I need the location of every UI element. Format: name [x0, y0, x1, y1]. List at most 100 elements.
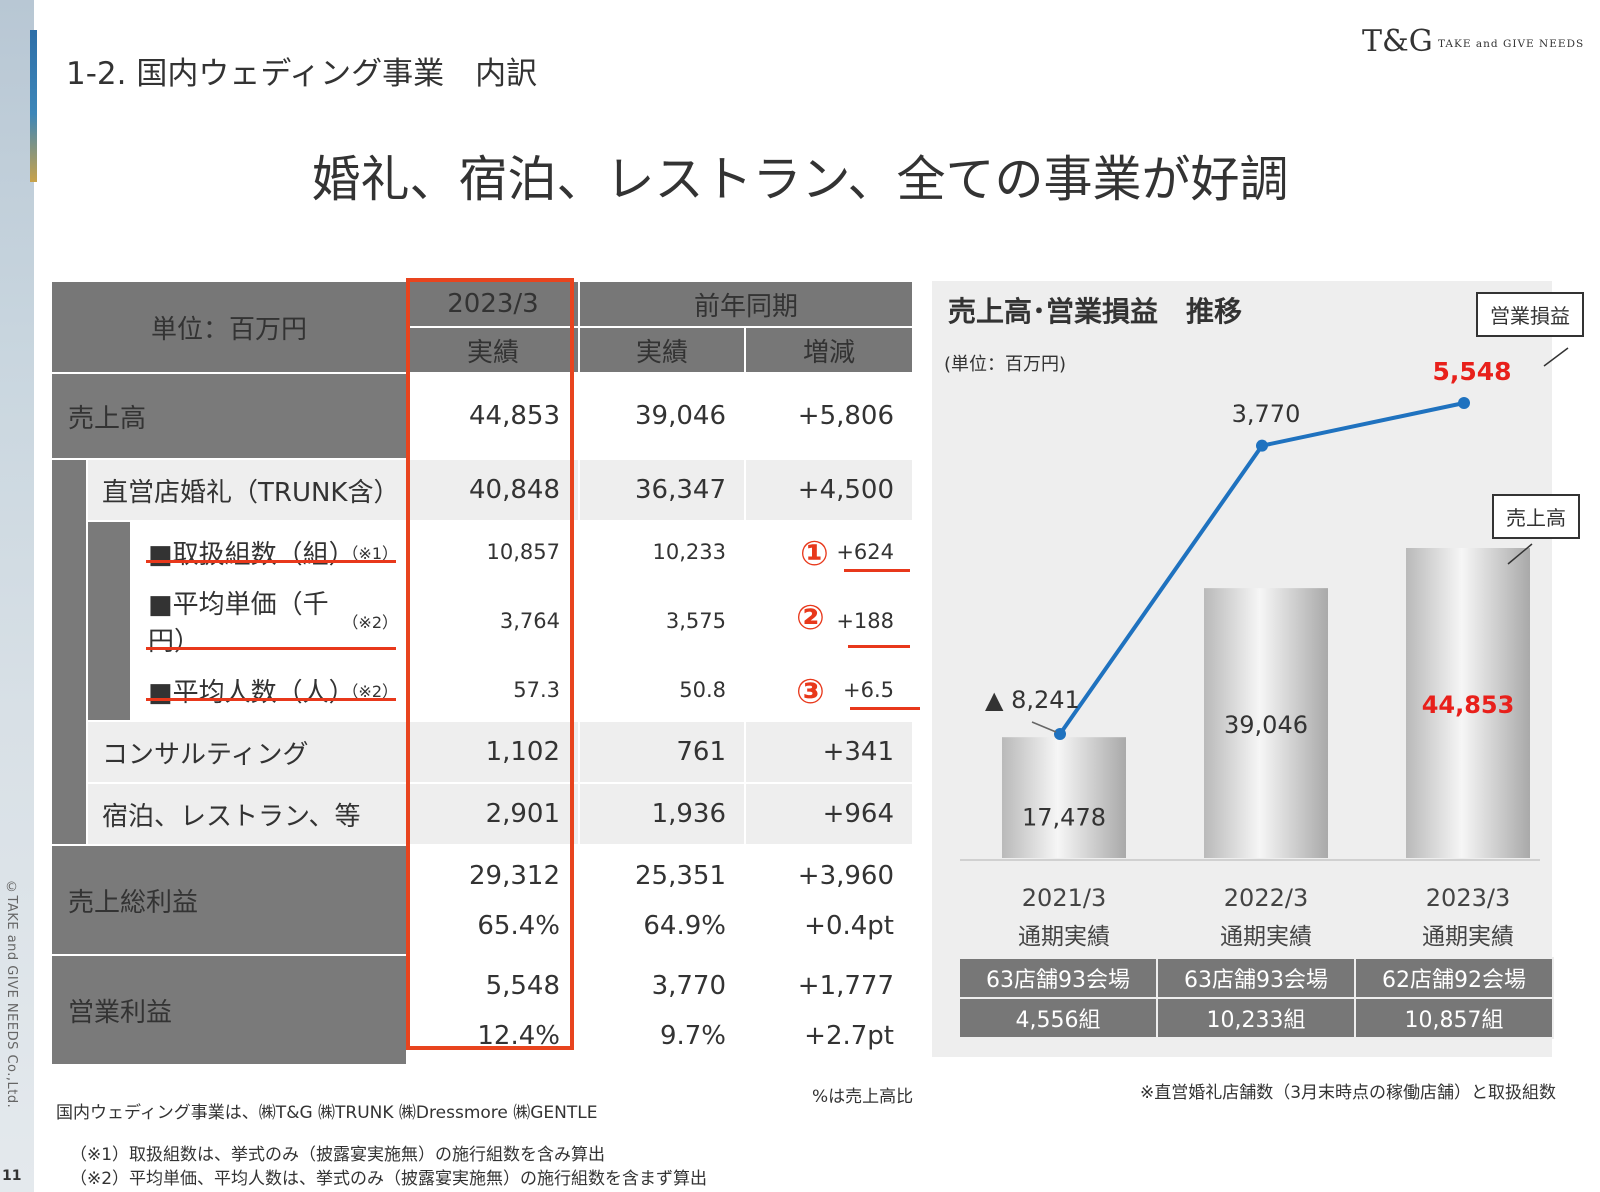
underline-avg-price — [146, 647, 396, 650]
avg-guests-change: +6.5 — [843, 678, 894, 702]
row-couples: ■取扱組数（組） （※1） — [130, 520, 408, 584]
legend-leader-operating-profit — [1543, 347, 1569, 367]
table-row: 直営店婚礼（TRUNK含） 40,848 36,347 +4,500 — [50, 458, 914, 846]
direct-wedding-prev: 36,347 — [578, 458, 746, 522]
underline-couples — [146, 559, 396, 563]
company-logo: T&G — [1362, 24, 1433, 59]
hotel-change: +964 — [744, 782, 914, 846]
avg-price-prev: 3,575 — [578, 582, 746, 660]
line-point-2023/3 — [1458, 397, 1470, 409]
avg-guests-prev: 50.8 — [578, 658, 746, 722]
row-group-gutter — [50, 458, 88, 846]
row-label-direct-wedding: 直営店婚礼（TRUNK含） — [86, 458, 408, 522]
x-tick-sublabel-2021/3: 通期実績 — [1018, 924, 1110, 950]
gross-profit-change-pct: +0.4pt — [804, 911, 894, 941]
row-label-couples: ■取扱組数（組） — [148, 539, 355, 570]
operating-profit-prev-cell: 3,770 9.7% — [578, 954, 746, 1066]
table-row: コンサルティング 1,102 761 +341 — [51, 720, 914, 784]
underline-avg-guests-change — [850, 707, 920, 710]
line-point-2021/3 — [1054, 728, 1066, 740]
direct-wedding-current: 40,848 — [406, 458, 580, 522]
row-label-operating-profit: 営業利益 — [50, 954, 408, 1066]
gross-profit-change: +3,960 — [797, 861, 894, 891]
couple-count-2021: 4,556組 — [958, 997, 1158, 1039]
row-label-gross-profit: 売上総利益 — [50, 844, 408, 956]
row-label-sales: 売上高 — [50, 372, 408, 460]
marker-2: ② — [796, 598, 825, 638]
row-subgroup-gutter — [86, 520, 132, 722]
bar-label-2021/3: 17,478 — [1022, 804, 1106, 832]
row-avg-price: ■平均単価（千円） （※2） — [130, 582, 408, 660]
couples-prev: 10,233 — [578, 520, 746, 584]
bar-label-2022/3: 39,046 — [1224, 711, 1308, 739]
x-tick-sublabel-2022/3: 通期実績 — [1220, 924, 1312, 950]
sales-current: 44,853 — [406, 372, 580, 460]
table-row: 売上高 44,853 39,046 +5,806 — [50, 372, 914, 460]
unit-label: 単位：百万円 — [50, 280, 408, 374]
direct-wedding-change: +4,500 — [744, 458, 914, 522]
underline-avg-guests — [146, 697, 396, 701]
x-tick-label-2021/3: 2021/3 — [1022, 884, 1106, 912]
store-count-2023: 62店舗92会場 — [1354, 957, 1554, 999]
avg-price-current: 3,764 — [406, 582, 580, 660]
row-note-avg-price: （※2） — [342, 613, 398, 632]
copyright: ©TAKE and GIVE NEEDS Co.,Ltd. — [4, 880, 19, 1109]
header-prev-group: 前年同期 — [578, 280, 914, 328]
line-point-2022/3 — [1256, 439, 1268, 452]
table-row: 宿泊、レストラン、等 2,901 1,936 +964 — [51, 782, 914, 846]
couple-count-2023: 10,857組 — [1354, 997, 1554, 1039]
footnote-companies: 国内ウェディング事業は、㈱T&G ㈱TRUNK ㈱Dressmore ㈱GENT… — [56, 1103, 598, 1123]
line-label-2022/3: 3,770 — [1232, 400, 1301, 428]
bar-label-2023/3: 44,853 — [1422, 691, 1515, 719]
table-row: ■取扱組数（組） （※1） 10,857 10,233 ① +624 — [51, 520, 914, 722]
couples-change: +624 — [836, 540, 894, 564]
page-headline: 婚礼、宿泊、レストラン、全ての事業が好調 — [311, 151, 1289, 208]
marker-1: ① — [800, 534, 829, 574]
gross-profit-prev-cell: 25,351 64.9% — [578, 844, 746, 956]
current-year-highlight-box — [406, 278, 574, 1050]
table-row: 営業利益 5,548 12.4% 3,770 9.7% +1,777 +2.7p… — [50, 954, 914, 1066]
hotel-prev: 1,936 — [578, 782, 746, 846]
chart-unit: (単位：百万円) — [944, 354, 1067, 375]
company-logo-text: TAKE and GIVE NEEDS — [1438, 38, 1585, 50]
hotel-current: 2,901 — [406, 782, 580, 846]
underline-couples-change — [844, 569, 910, 572]
header-change: 増減 — [744, 326, 914, 374]
bar-2022/3 — [1204, 588, 1328, 858]
gross-profit-change-cell: +3,960 +0.4pt — [744, 844, 914, 956]
table-row: ■平均単価（千円） （※2） 3,764 3,575 ② +188 — [51, 582, 914, 660]
bar-2023/3 — [1406, 548, 1530, 858]
gross-profit-current-pct: 65.4% — [477, 911, 560, 941]
bar-2021/3 — [1002, 737, 1126, 858]
line-label-2021/3: ▲ 8,241 — [985, 686, 1080, 714]
couples-change-cell: ① +624 — [744, 520, 914, 584]
gross-profit-prev: 25,351 — [635, 861, 726, 891]
x-tick-label-2022/3: 2022/3 — [1224, 884, 1308, 912]
operating-profit-prev-pct: 9.7% — [659, 1021, 726, 1051]
store-count-2022: 63店舗93会場 — [1156, 957, 1356, 999]
operating-profit-change: +1,777 — [797, 971, 894, 1001]
consulting-change: +341 — [744, 720, 914, 784]
section-title: 1-2. 国内ウェディング事業 内訳 — [66, 56, 538, 92]
avg-guests-change-cell: ③ +6.5 — [744, 658, 920, 722]
row-label-avg-price: ■平均単価（千円） — [148, 590, 329, 657]
consulting-current: 1,102 — [406, 720, 580, 784]
underline-avg-price-change — [848, 645, 910, 648]
header-prev-actual: 実績 — [578, 326, 746, 374]
avg-price-change-cell: ② +188 — [744, 582, 914, 660]
couples-current: 10,857 — [406, 520, 580, 584]
legend-operating-profit: 営業損益 — [1476, 292, 1584, 337]
store-count-2021: 63店舗93会場 — [958, 957, 1158, 999]
gross-profit-current: 29,312 — [469, 861, 560, 891]
consulting-prev: 761 — [578, 720, 746, 784]
x-tick-sublabel-2023/3: 通期実績 — [1422, 924, 1514, 950]
legend-leader-sales — [1507, 543, 1533, 565]
sales-change: +5,806 — [744, 372, 914, 460]
avg-guests-current: 57.3 — [406, 658, 580, 722]
operating-profit-current: 5,548 — [485, 971, 560, 1001]
financial-table: 単位：百万円 2023/3 前年同期 実績 実績 増減 売上高 44,853 3… — [50, 280, 920, 1066]
left-decorative-strip — [0, 0, 34, 1192]
row-note-couples: （※1） — [342, 544, 398, 563]
operating-profit-prev: 3,770 — [651, 971, 726, 1001]
x-tick-label-2023/3: 2023/3 — [1426, 884, 1510, 912]
